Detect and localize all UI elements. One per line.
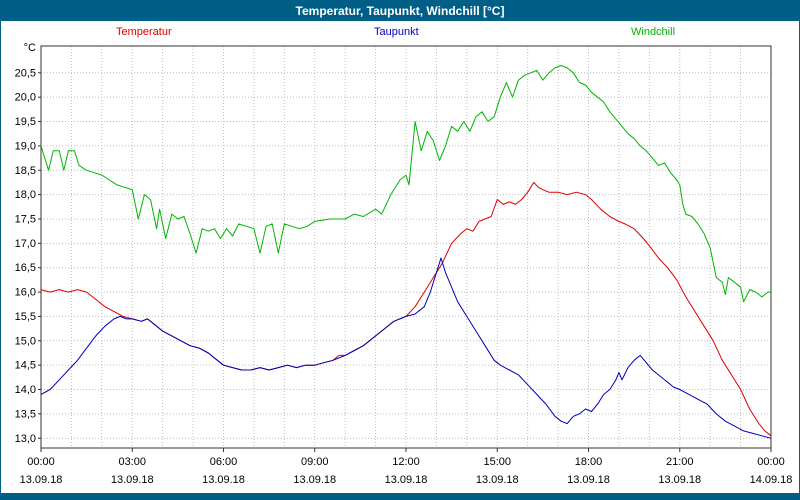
x-tick-time: 06:00 (210, 456, 238, 468)
x-tick-date: 13.09.18 (202, 474, 245, 486)
x-tick-date: 14.09.18 (750, 474, 793, 486)
y-tick-label: 15,0 (15, 335, 36, 347)
x-tick-time: 00:00 (27, 456, 55, 468)
y-tick-label: 17,5 (15, 213, 36, 225)
series-taupunkt (40, 257, 772, 439)
y-tick-label: 16,0 (15, 287, 36, 299)
y-axis-unit: °C (24, 42, 36, 54)
x-tick-time: 00:00 (757, 456, 785, 468)
plot-frame (40, 45, 772, 449)
x-tick-time: 18:00 (575, 456, 603, 468)
y-tick-label: 13,0 (15, 433, 36, 445)
y-tick-label: 19,0 (15, 140, 36, 152)
y-tick-label: 18,5 (15, 165, 36, 177)
x-tick-time: 15:00 (483, 456, 511, 468)
x-tick-time: 21:00 (666, 456, 694, 468)
window-title: Temperatur, Taupunkt, Windchill [°C] (295, 4, 505, 18)
y-tick-label: 18,0 (15, 189, 36, 201)
y-tick-label: 15,5 (15, 311, 36, 323)
y-tick-label: 20,0 (15, 92, 36, 104)
x-tick-time: 12:00 (392, 456, 420, 468)
x-tick-date: 13.09.18 (476, 474, 519, 486)
x-tick-date: 13.09.18 (567, 474, 610, 486)
chart-plot-area: 13,0 13,5 14,0 14,5 15,0 15,5 16,0 16,5 17,0 17,5… (15, 42, 793, 486)
x-tick-date: 13.09.18 (658, 474, 701, 486)
y-tick-label: 17,0 (15, 238, 36, 250)
y-tick-label: 19,5 (15, 116, 36, 128)
x-tick-date: 13.09.18 (111, 474, 154, 486)
y-tick-label: 14,5 (15, 360, 36, 372)
y-tick-label: 16,5 (15, 262, 36, 274)
y-tick-label: 20,5 (15, 67, 36, 79)
x-tick-date: 13.09.18 (20, 474, 63, 486)
legend-taupunkt: Taupunkt (374, 26, 419, 38)
window-bottom-border (1, 493, 799, 499)
legend-windchill: Windchill (631, 26, 676, 38)
y-tick-label: 13,5 (15, 408, 36, 420)
x-tick-date: 13.09.18 (385, 474, 428, 486)
x-tick-date: 13.09.18 (293, 474, 336, 486)
window-titlebar: Temperatur, Taupunkt, Windchill [°C] (1, 1, 799, 21)
series-windchill (40, 65, 771, 303)
x-tick-time: 03:00 (118, 456, 146, 468)
x-tick-time: 09:00 (301, 456, 329, 468)
legend-temperatur: Temperatur (116, 26, 172, 38)
y-tick-label: 14,0 (15, 384, 36, 396)
